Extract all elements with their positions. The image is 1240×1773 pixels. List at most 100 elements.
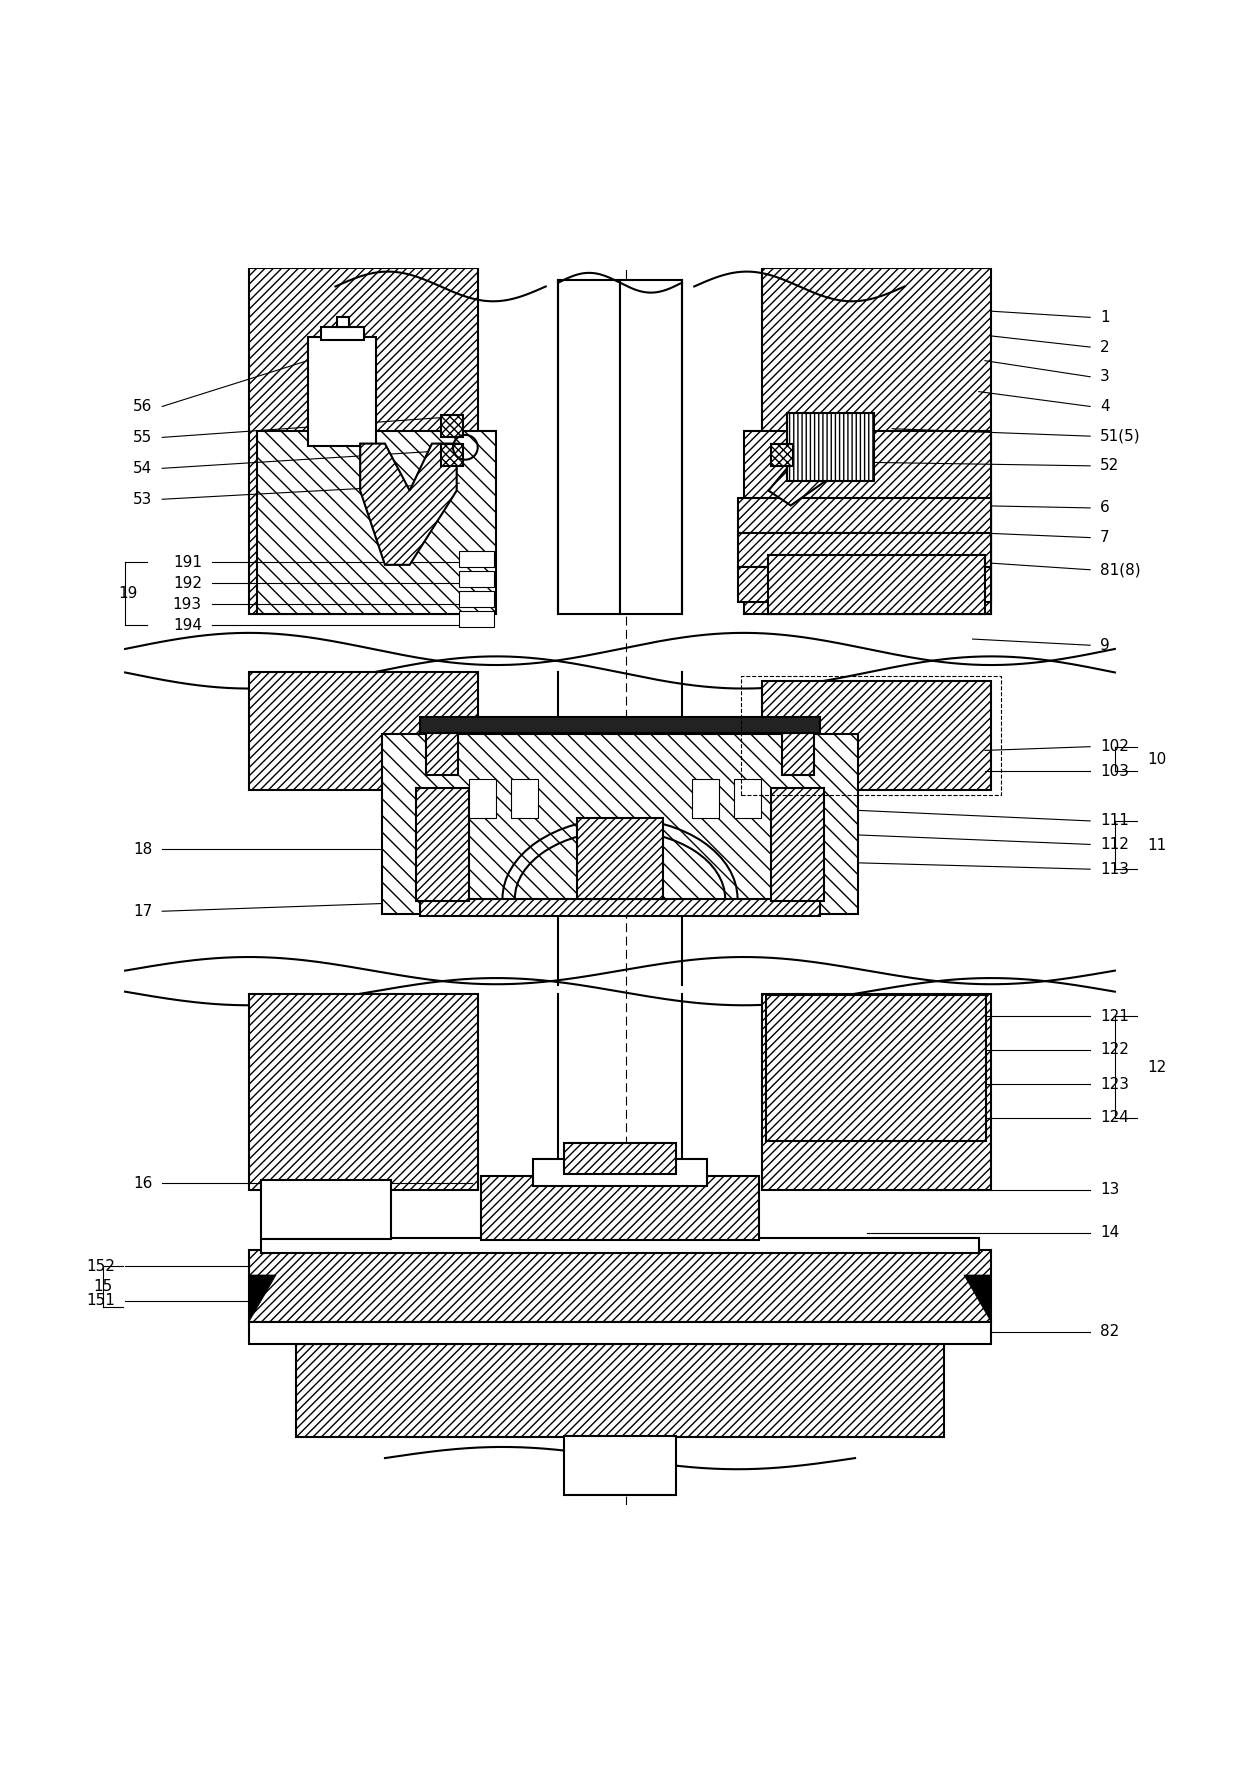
Text: 193: 193 [172,598,202,612]
Text: 51(5): 51(5) [1100,429,1141,443]
Bar [440,415,463,438]
Text: 124: 124 [1100,1110,1128,1126]
Bar [425,732,458,775]
Bar [419,899,821,917]
Text: 15: 15 [93,1280,113,1294]
Text: 112: 112 [1100,837,1128,853]
Polygon shape [771,787,825,901]
Polygon shape [249,1275,277,1323]
Bar [511,778,538,819]
Bar [481,1175,759,1241]
Bar [771,443,794,466]
Text: 151: 151 [87,1294,115,1308]
Text: 122: 122 [1100,1043,1128,1057]
Bar [734,778,761,819]
Bar [440,415,463,438]
Bar [766,995,986,1142]
Bar [782,732,815,775]
Bar [564,1142,676,1174]
Bar [620,280,682,613]
Text: 102: 102 [1100,739,1128,754]
Text: 6: 6 [1100,500,1110,516]
Bar [262,1179,391,1239]
Polygon shape [963,1275,991,1323]
Bar [382,734,858,913]
Bar [577,819,663,899]
Text: 12: 12 [1147,1060,1167,1074]
Bar [249,995,477,1190]
Bar [419,716,821,732]
Bar [459,571,494,587]
Bar [425,732,458,775]
Bar [738,532,991,567]
Bar [249,995,477,1190]
Text: 17: 17 [133,904,153,918]
Bar [440,443,463,466]
Bar [564,1142,676,1174]
Text: 52: 52 [1100,459,1120,473]
Text: 55: 55 [133,429,153,445]
Bar [692,778,719,819]
Bar [321,328,363,340]
Bar [763,268,991,613]
Bar [337,317,348,328]
Bar [763,681,991,791]
Bar [742,676,1001,794]
Bar [249,1323,991,1344]
Text: 121: 121 [1100,1009,1128,1025]
Text: 13: 13 [1100,1183,1120,1197]
Text: 53: 53 [133,491,153,507]
Bar [309,337,376,447]
Bar [533,1160,707,1186]
Text: 1: 1 [1100,310,1110,324]
Text: 56: 56 [133,399,153,413]
Bar [738,498,991,532]
Bar [763,995,991,1190]
Bar [481,1175,759,1241]
Bar [769,555,985,613]
Bar [738,567,991,603]
Bar [249,1250,991,1323]
Bar [763,681,991,791]
Bar [787,413,874,480]
Text: 192: 192 [172,576,202,590]
Bar [558,280,620,613]
Bar [296,1344,944,1438]
Bar [249,268,477,613]
Bar [782,732,815,775]
Bar [771,443,794,466]
Bar [419,899,821,917]
Bar [249,672,477,791]
Bar [249,268,477,613]
Bar [769,555,985,613]
Bar [763,995,991,1190]
Bar [469,778,496,819]
Polygon shape [415,787,469,901]
Text: 81(8): 81(8) [1100,562,1141,578]
Bar [763,268,991,613]
Text: 9: 9 [1100,638,1110,652]
Text: 111: 111 [1100,814,1128,828]
Text: 2: 2 [1100,340,1110,355]
Text: 194: 194 [172,619,202,633]
Text: 123: 123 [1100,1076,1130,1092]
Bar [744,431,991,613]
Text: 191: 191 [172,555,202,569]
Bar [296,1344,944,1438]
Text: 19: 19 [118,587,138,601]
Bar [459,551,494,567]
Bar [440,443,463,466]
Bar [738,567,991,603]
Text: 103: 103 [1100,764,1130,778]
Text: 11: 11 [1147,837,1167,853]
Text: 16: 16 [133,1175,153,1191]
Bar [249,1250,991,1323]
Text: 3: 3 [1100,369,1110,385]
Bar [738,532,991,567]
Text: 82: 82 [1100,1324,1120,1339]
Bar [766,995,986,1142]
Polygon shape [769,431,874,505]
Text: 7: 7 [1100,530,1110,544]
Bar [249,672,477,791]
Polygon shape [360,443,456,566]
